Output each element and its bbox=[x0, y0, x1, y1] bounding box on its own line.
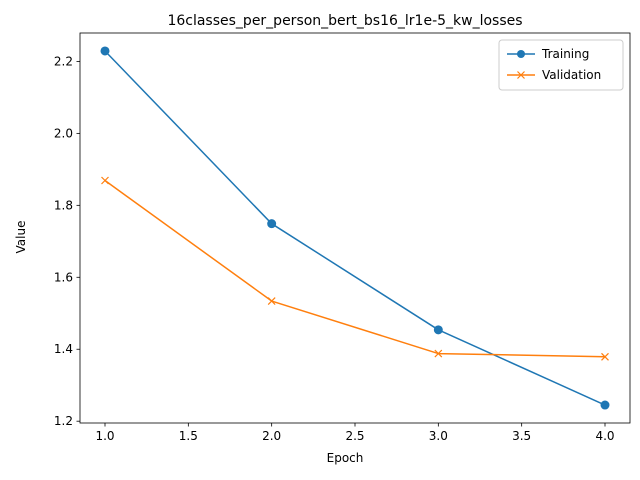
data-point-training bbox=[100, 46, 110, 56]
x-tick-label: 1.5 bbox=[179, 429, 198, 443]
y-axis-label: Value bbox=[14, 221, 28, 254]
y-tick-label: 1.8 bbox=[54, 198, 73, 212]
x-tick-label: 2.5 bbox=[345, 429, 364, 443]
y-tick-label: 2.0 bbox=[54, 126, 73, 140]
data-point-training bbox=[433, 325, 443, 335]
legend-item: Training bbox=[507, 47, 589, 61]
x-tick-label: 2.0 bbox=[262, 429, 281, 443]
y-tick-label: 1.6 bbox=[54, 270, 73, 284]
legend-item: Validation bbox=[507, 68, 601, 82]
data-point-validation bbox=[434, 349, 443, 358]
y-tick-label: 1.2 bbox=[54, 414, 73, 428]
legend-label: Training bbox=[541, 47, 589, 61]
x-tick-label: 4.0 bbox=[595, 429, 614, 443]
legend-label: Validation bbox=[542, 68, 601, 82]
legend-marker bbox=[517, 50, 525, 58]
legend: Training Validation bbox=[498, 39, 624, 91]
plot-area: 1.0 1.5 2.0 2.5 3.0 3.5 4.0 1.2 1.4 1.6 1.8 2.0 2.2 T… bbox=[54, 32, 631, 443]
legend-box bbox=[498, 39, 624, 91]
x-tick-label: 1.0 bbox=[95, 429, 114, 443]
x-tick-label: 3.5 bbox=[512, 429, 531, 443]
y-tick-label: 2.2 bbox=[54, 54, 73, 68]
data-point-training bbox=[267, 219, 277, 229]
data-point-validation bbox=[267, 297, 276, 305]
data-point-validation bbox=[601, 352, 609, 361]
x-axis-label: Epoch bbox=[327, 451, 364, 465]
marker-stroke bbox=[267, 297, 276, 305]
data-point-validation bbox=[101, 176, 109, 185]
series-line-validation bbox=[104, 179, 606, 358]
y-tick-label: 1.4 bbox=[54, 342, 73, 356]
data-point-training bbox=[600, 400, 610, 410]
marker-stroke bbox=[101, 176, 109, 185]
marker-stroke bbox=[434, 349, 443, 358]
legend-marker bbox=[517, 71, 525, 79]
chart-title: 16classes_per_person_bert_bs16_lr1e-5_kw… bbox=[167, 13, 522, 29]
marker-stroke bbox=[601, 352, 609, 361]
series-line-training bbox=[104, 50, 606, 406]
x-tick-label: 3.0 bbox=[429, 429, 448, 443]
